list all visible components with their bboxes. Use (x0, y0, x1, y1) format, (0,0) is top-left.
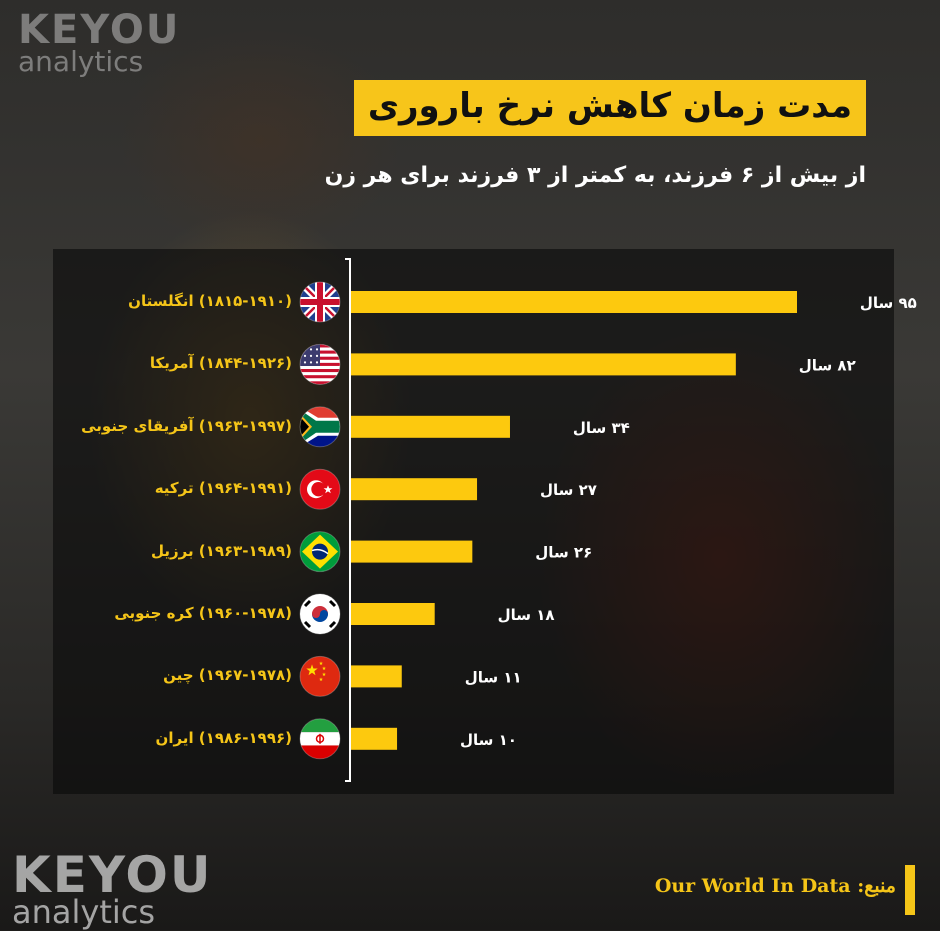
source-label: منبع: (857, 875, 896, 897)
brand-name: KEYOU (18, 7, 181, 53)
value-label: ۱۸ سال (498, 606, 555, 624)
value-label: ۹۵ سال (860, 294, 917, 312)
category-label: (۱۹۶۳-۱۹۸۹) برزیل (150, 541, 292, 560)
category-label: (۱۸۴۴-۱۹۲۶) آمریکا (149, 354, 292, 373)
value-label: ۲۶ سال (535, 544, 592, 562)
source-value: Our World In Data (654, 875, 851, 897)
value-label: ۸۲ سال (799, 356, 856, 374)
category-label: (۱۹۶۳-۱۹۹۷) آفریقای جنوبی (81, 416, 292, 435)
chart-panel (53, 249, 894, 794)
chart-title: مدت زمان کاهش نرخ باروری (367, 86, 852, 126)
chart-subtitle: از بیش از ۶ فرزند، به کمتر از ۳ فرزند بر… (324, 163, 866, 188)
category-label: (۱۹۶۴-۱۹۹۱) ترکیه (154, 479, 292, 498)
value-label: ۱۱ سال (465, 668, 522, 686)
bar-6 (351, 603, 435, 625)
brazil-flag-icon (300, 531, 340, 572)
bar-4 (351, 478, 478, 501)
title-box: مدت زمان کاهش نرخ باروری (353, 80, 866, 136)
bar-8 (351, 727, 398, 750)
value-label: ۳۴ سال (573, 419, 630, 437)
category-label: (۱۹۶۷-۱۹۷۸) چین (163, 666, 292, 685)
bar-1 (351, 291, 797, 313)
flag-ring (299, 468, 341, 510)
bar-3 (351, 415, 510, 438)
brand-tagline: analytics (12, 893, 156, 931)
flag-ring (299, 343, 341, 385)
brand-logo-top: KEYOU analytics (18, 10, 180, 76)
turkey-flag-icon (300, 469, 340, 510)
value-label: ۱۰ سال (460, 731, 517, 749)
flag-ring (299, 593, 341, 635)
source-accent-bar (905, 865, 915, 915)
bar-7 (351, 665, 402, 688)
flag-ring (299, 718, 341, 760)
source-note: منبع: Our World In Data (655, 875, 896, 897)
flag-ring (299, 655, 341, 697)
china-flag-icon (300, 656, 340, 697)
brand-logo-bottom: KEYOU analytics (12, 850, 212, 928)
brand-name: KEYOU (12, 846, 213, 904)
bar-2 (351, 353, 736, 376)
south-korea-flag-icon (300, 594, 340, 634)
category-label: (۱۸۱۵-۱۹۱۰) انگلستان (128, 292, 292, 310)
usa-flag-icon (300, 344, 340, 385)
brand-tagline: analytics (18, 45, 144, 78)
iran-flag-icon (300, 718, 340, 759)
category-label: (۱۹۶۰-۱۹۷۸) کره جنوبی (114, 604, 292, 622)
south-africa-flag-icon (300, 406, 340, 447)
value-label: ۲۷ سال (540, 481, 597, 499)
flag-ring (299, 531, 341, 573)
flag-ring (299, 281, 341, 323)
category-label: (۱۹۸۶-۱۹۹۶) ایران (155, 728, 292, 747)
uk-flag-icon (300, 282, 340, 322)
flag-ring (299, 406, 341, 448)
bar-5 (351, 540, 473, 563)
